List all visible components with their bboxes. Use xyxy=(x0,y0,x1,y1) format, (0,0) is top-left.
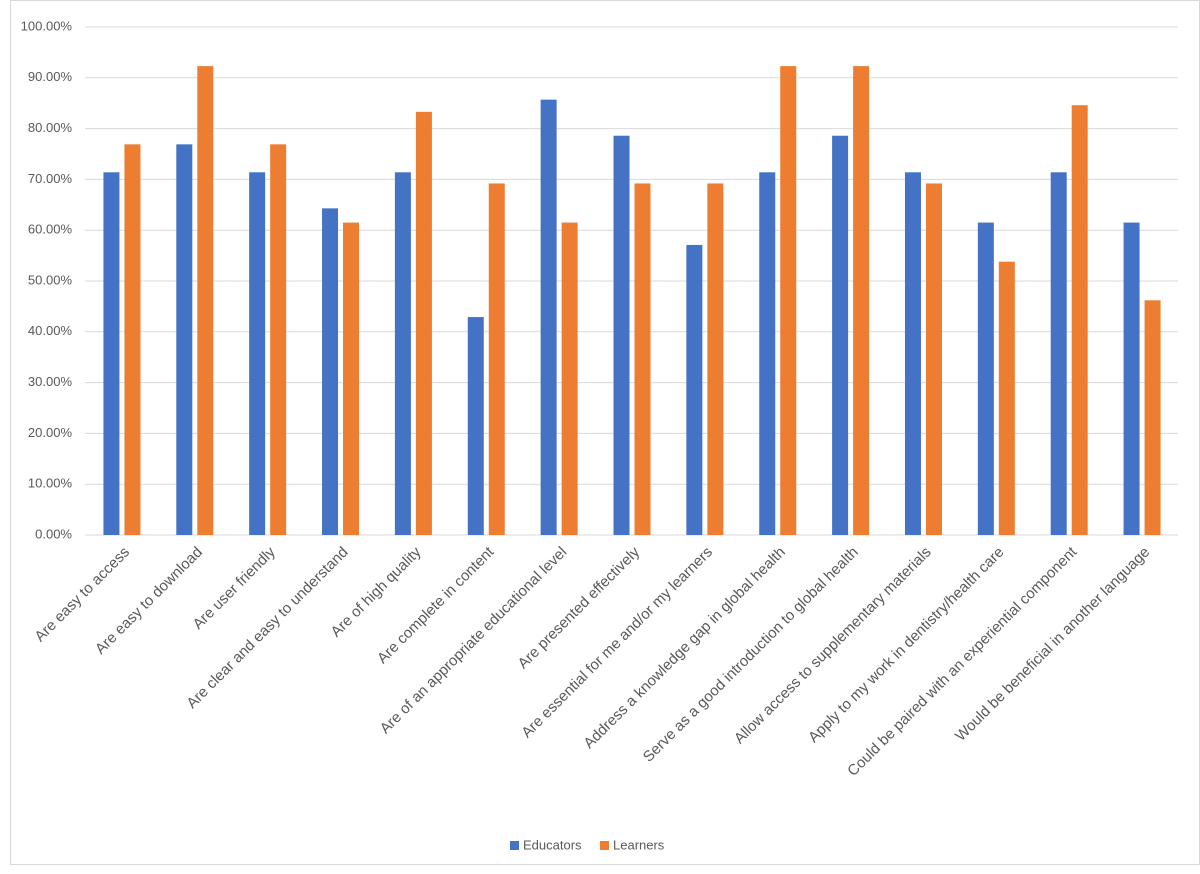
bar xyxy=(707,183,724,536)
bar xyxy=(467,317,484,535)
bar xyxy=(686,244,703,535)
bar xyxy=(176,144,193,535)
y-tick-label: 90.00% xyxy=(28,69,73,84)
bar xyxy=(977,222,994,535)
y-tick-label: 60.00% xyxy=(28,222,73,237)
bar xyxy=(322,208,339,535)
bar xyxy=(1144,300,1161,535)
bar xyxy=(343,222,360,535)
y-tick-label: 0.00% xyxy=(35,526,72,541)
x-tick-label: Are presented effectively xyxy=(515,543,644,672)
bar xyxy=(634,183,651,536)
bar xyxy=(925,183,942,536)
bar xyxy=(759,172,776,535)
y-tick-label: 50.00% xyxy=(28,272,73,287)
bar xyxy=(904,172,921,535)
x-tick-label: Are complete in content xyxy=(374,543,498,667)
y-tick-label: 10.00% xyxy=(28,476,73,491)
bar xyxy=(780,66,797,535)
y-tick-label: 100.00% xyxy=(21,18,73,33)
bar xyxy=(832,135,849,535)
legend-label: Educators xyxy=(523,837,582,852)
bar xyxy=(415,111,432,535)
y-tick-label: 30.00% xyxy=(28,374,73,389)
legend-swatch xyxy=(510,841,519,850)
bar xyxy=(561,222,578,535)
bar xyxy=(613,135,630,535)
bar xyxy=(540,99,557,536)
y-tick-label: 80.00% xyxy=(28,120,73,135)
bar xyxy=(1050,172,1067,535)
bar xyxy=(124,144,141,535)
y-tick-label: 70.00% xyxy=(28,171,73,186)
bar xyxy=(1123,222,1140,535)
bar xyxy=(197,66,214,535)
bar xyxy=(998,261,1015,535)
legend-swatch xyxy=(600,841,609,850)
bar xyxy=(488,183,505,536)
bar xyxy=(1071,105,1088,536)
bar xyxy=(394,172,411,535)
bar xyxy=(103,172,120,535)
legend-label: Learners xyxy=(613,837,665,852)
bar xyxy=(853,66,870,535)
y-tick-label: 20.00% xyxy=(28,425,73,440)
x-tick-label: Are clear and easy to understand xyxy=(183,544,351,712)
bar xyxy=(249,172,266,535)
y-tick-label: 40.00% xyxy=(28,323,73,338)
bar xyxy=(270,144,287,535)
